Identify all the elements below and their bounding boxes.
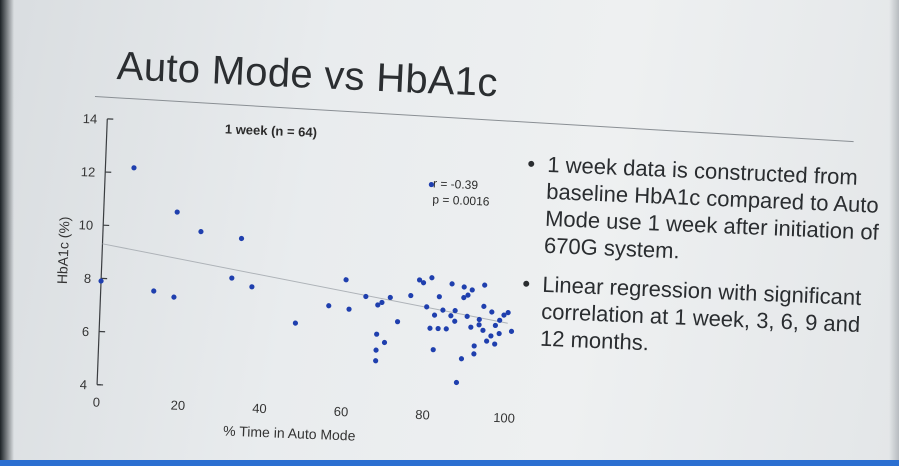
data-point (326, 303, 332, 309)
data-point (476, 322, 482, 328)
data-point (131, 165, 137, 171)
data-point (394, 319, 401, 325)
y-tick-label: 8 (84, 271, 92, 286)
bullet-marker: • (526, 150, 536, 177)
y-axis-label: HbA1c (%) (54, 216, 73, 284)
data-point (468, 324, 474, 330)
data-point (508, 328, 515, 334)
data-point (476, 316, 482, 323)
chart-title: 1 week (n = 64) (225, 121, 318, 140)
bullet-text: 1 week data is constructed from baseline… (543, 151, 880, 264)
bullet-text: Linear regression with significant corre… (539, 271, 862, 356)
data-point (363, 293, 369, 300)
data-point (497, 317, 503, 323)
data-point (453, 379, 460, 386)
y-tick-label: 12 (80, 164, 95, 180)
data-point (431, 312, 438, 318)
data-point (471, 343, 477, 349)
data-point (469, 287, 475, 293)
data-point (171, 294, 177, 300)
data-point (505, 310, 511, 316)
bullet-item: • Linear regression with significant cor… (520, 270, 883, 366)
data-point (429, 275, 435, 281)
x-tick-label: 100 (493, 410, 515, 426)
data-point (480, 327, 486, 333)
data-point (482, 282, 488, 288)
y-axis-line (96, 118, 108, 385)
y-tick-label: 14 (83, 111, 98, 127)
data-point (343, 277, 349, 283)
data-point (346, 306, 352, 312)
data-point (501, 312, 507, 318)
data-point (373, 358, 379, 364)
data-point (452, 307, 458, 314)
x-tick-label: 0 (92, 395, 100, 410)
scatter-chart: 4 6 8 10 12 14 0 20 40 60 80 100 % Time in Auto Mode… (54, 111, 515, 444)
data-point (374, 331, 380, 337)
data-point (238, 235, 245, 242)
slide-title: Auto Mode vs HbA1c (116, 44, 499, 106)
data-point (464, 313, 470, 319)
screen-bottom-bar (0, 460, 899, 466)
data-point (381, 339, 388, 346)
data-point (151, 288, 157, 294)
correlation-r-label: r = -0.39 (433, 176, 479, 192)
data-point (435, 325, 441, 332)
data-point (174, 209, 180, 215)
data-point (489, 309, 495, 315)
bullet-item: • 1 week data is constructed from baseli… (523, 150, 887, 273)
x-tick-label: 80 (415, 407, 430, 423)
data-point (481, 303, 487, 309)
data-point (430, 347, 436, 353)
data-point (458, 356, 465, 362)
data-point (488, 333, 494, 339)
screen-edge-right (889, 0, 899, 466)
data-point (496, 330, 502, 337)
data-point (492, 322, 498, 329)
screen-edge-left (0, 0, 14, 466)
data-point (461, 284, 467, 290)
regression-line (102, 243, 508, 324)
y-tick-label: 4 (80, 377, 88, 392)
data-point (465, 292, 471, 298)
data-point (408, 292, 414, 299)
data-point (387, 294, 393, 301)
bullet-marker: • (521, 270, 531, 297)
data-point (492, 341, 498, 347)
data-point (427, 325, 433, 331)
p-value-label: p = 0.0016 (432, 192, 490, 208)
x-tick-label: 20 (170, 398, 185, 414)
x-tick-label: 40 (252, 401, 267, 417)
x-tick-label: 60 (334, 404, 349, 420)
data-point (420, 280, 427, 286)
bullet-list: • 1 week data is constructed from baseli… (519, 150, 888, 378)
data-point (375, 302, 381, 308)
data-point (292, 320, 299, 326)
x-axis-label: % Time in Auto Mode (223, 423, 356, 444)
data-point (379, 299, 385, 306)
data-point (424, 304, 430, 310)
data-point (249, 284, 255, 290)
data-point (443, 326, 449, 332)
data-point (98, 278, 104, 284)
data-point (198, 229, 204, 235)
data-point (471, 351, 477, 357)
y-tick-label: 10 (78, 217, 93, 233)
chart-body: 4 6 8 10 12 14 0 20 40 60 80 100 % Time in Auto Mode… (54, 111, 515, 444)
data-point (484, 338, 490, 344)
data-point (461, 295, 467, 301)
data-point (373, 347, 379, 353)
data-point (229, 275, 235, 281)
data-point (440, 307, 446, 313)
data-point (428, 181, 434, 188)
y-tick-label: 6 (82, 324, 90, 339)
data-point (449, 281, 455, 287)
data-point (448, 313, 454, 319)
data-point (436, 294, 442, 300)
data-point (416, 277, 423, 283)
data-point (452, 318, 458, 324)
